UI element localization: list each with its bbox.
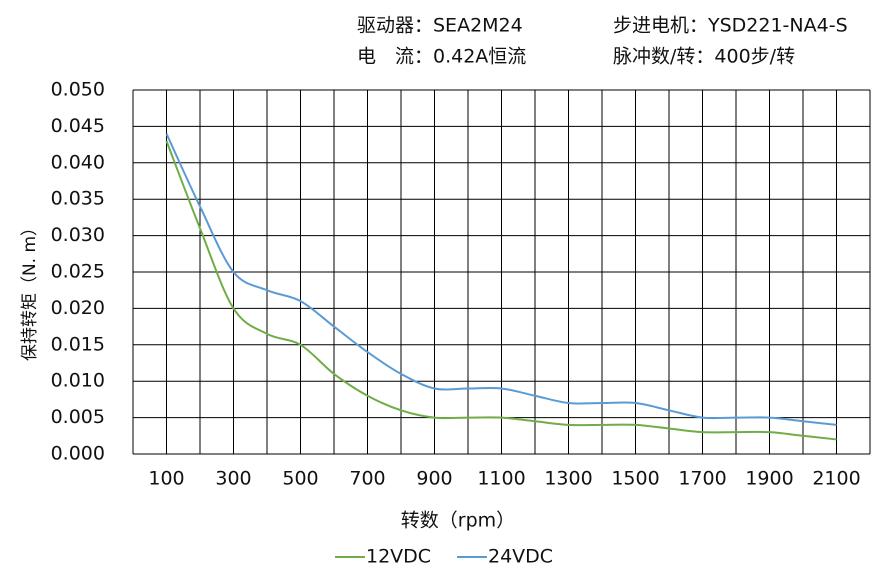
x-tick-label: 1900 — [745, 468, 793, 490]
y-tick-label: 0.035 — [51, 188, 105, 210]
series-line — [165, 133, 837, 426]
driver-info: 驱动器：SEA2M24 — [357, 15, 523, 37]
y-axis-label: 保持转矩（N. m） — [20, 219, 40, 361]
y-tick-label: 0.000 — [51, 443, 105, 465]
y-tick-label: 0.010 — [51, 370, 105, 392]
y-tick-label: 0.045 — [51, 115, 105, 137]
x-tick-label: 500 — [282, 468, 318, 490]
x-tick-label: 900 — [416, 468, 452, 490]
x-tick-label: 300 — [215, 468, 251, 490]
y-tick-label: 0.040 — [51, 151, 105, 173]
x-tick-label: 1300 — [544, 468, 592, 490]
motor-info: 步进电机：YSD221-NA4-S — [613, 15, 848, 37]
y-tick-label: 0.030 — [51, 224, 105, 246]
y-tick-label: 0.025 — [51, 261, 105, 283]
y-tick-label: 0.005 — [51, 406, 105, 428]
legend-label: 24VDC — [488, 546, 553, 568]
legend-label: 12VDC — [366, 546, 431, 568]
series-line — [165, 140, 837, 441]
x-tick-label: 700 — [349, 468, 385, 490]
current-info: 电 流：0.42A恒流 — [357, 46, 526, 68]
x-tick-label: 1500 — [611, 468, 659, 490]
x-axis-label: 转数（rpm） — [401, 510, 515, 532]
y-tick-label: 0.020 — [51, 297, 105, 319]
x-tick-label: 1700 — [678, 468, 726, 490]
x-tick-label: 1100 — [477, 468, 525, 490]
x-tick-label: 100 — [148, 468, 184, 490]
pulse-info: 脉冲数/转：400步/转 — [613, 46, 795, 68]
x-tick-label: 2100 — [812, 468, 860, 490]
y-tick-label: 0.050 — [51, 79, 105, 101]
y-tick-label: 0.015 — [51, 333, 105, 355]
